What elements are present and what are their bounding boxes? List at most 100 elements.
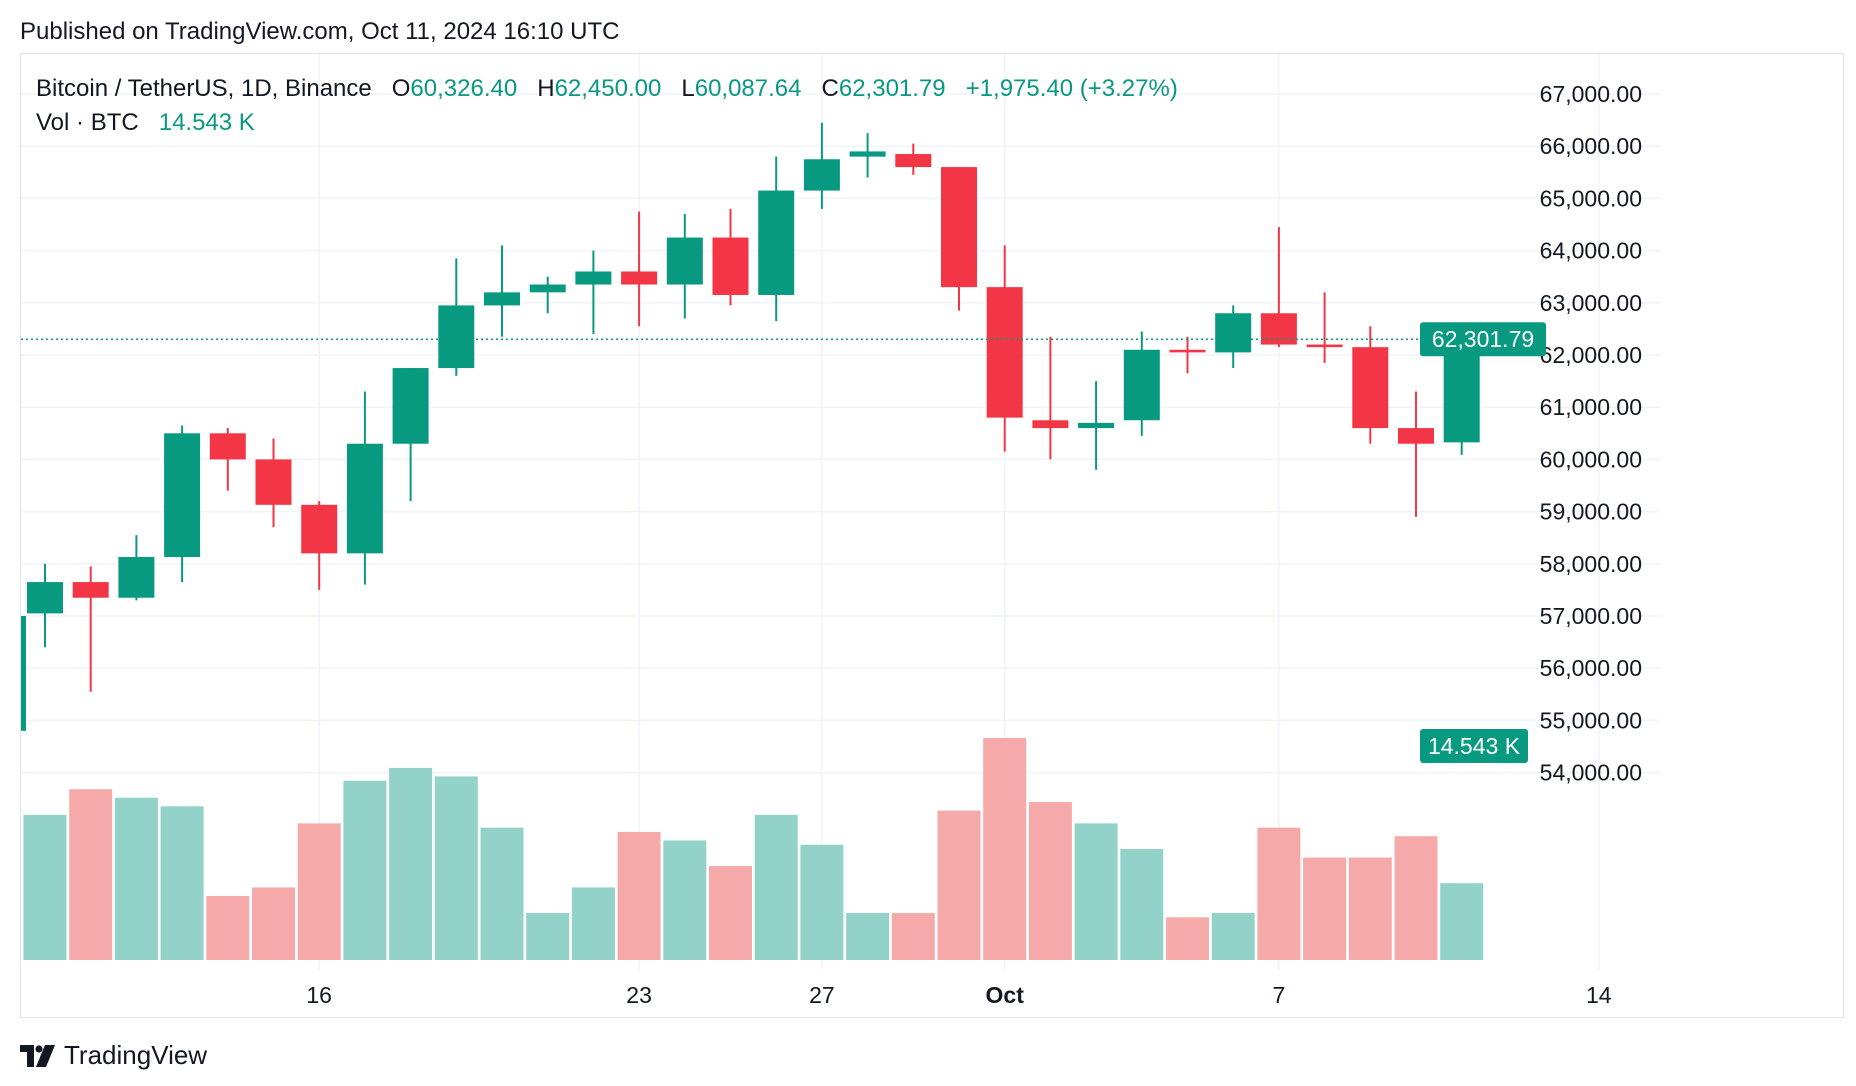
candle-body	[529, 284, 566, 293]
volume-bar	[252, 887, 295, 960]
candle-body	[301, 504, 338, 554]
candle-body	[758, 190, 795, 295]
volume-bar	[663, 840, 707, 960]
price-tick-label: 55,000.00	[1540, 707, 1642, 733]
candlesticks	[21, 122, 1480, 731]
volume-bar	[571, 887, 615, 960]
candle-body	[803, 159, 840, 191]
time-tick-label: 7	[1273, 982, 1286, 1008]
open-value: 60,326.40	[410, 75, 518, 102]
price-tick-label: 64,000.00	[1540, 238, 1642, 264]
published-caption: Published on TradingView.com, Oct 11, 20…	[20, 18, 620, 45]
volume-tag-label: 14.543 K	[1428, 733, 1521, 759]
tradingview-wordmark: TradingView	[64, 1040, 208, 1070]
volume-bar	[846, 913, 890, 960]
price-axis[interactable]: 54,000.00 55,000.00 56,000.00 57,000.00 58,0…	[1420, 81, 1642, 786]
price-tick-label: 59,000.00	[1540, 499, 1642, 525]
candle-body	[1306, 344, 1343, 348]
grid-lines	[21, 54, 1660, 970]
close-value: 62,301.79	[838, 75, 946, 102]
volume-value: 14.543 K	[158, 109, 255, 136]
candle-body	[895, 154, 932, 168]
candle-body	[1398, 428, 1434, 444]
candle-body	[27, 582, 63, 614]
volume-bar	[526, 913, 570, 960]
volume-bar	[983, 738, 1027, 960]
candle-body	[346, 443, 383, 554]
volume-bar	[389, 767, 433, 960]
volume-bar	[1348, 857, 1392, 960]
candle-body	[712, 237, 749, 295]
price-tick-label: 62,000.00	[1540, 342, 1642, 368]
candle-body	[1215, 313, 1252, 353]
last-price-tag	[1420, 322, 1546, 357]
candle-body	[849, 151, 886, 157]
volume-bar	[69, 789, 113, 960]
volume-bar	[160, 806, 204, 960]
price-tick-label: 58,000.00	[1540, 551, 1642, 577]
candle-body	[392, 368, 429, 444]
volume-bar	[1166, 917, 1209, 960]
volume-bar	[343, 780, 387, 960]
open-label: O	[391, 75, 411, 102]
candle-body	[255, 459, 292, 505]
volume-bar	[23, 814, 67, 960]
symbol-title[interactable]: Bitcoin / TetherUS, 1D, Binance	[36, 75, 372, 102]
candle-body	[209, 433, 246, 460]
volume-bar	[891, 913, 935, 960]
candle-body	[1169, 349, 1206, 353]
legend-ohlc-row: Bitcoin / TetherUS, 1D, Binance O60,326.…	[36, 72, 1178, 106]
volume-bar	[480, 827, 524, 960]
time-tick-label: 14	[1586, 982, 1612, 1008]
candle-body	[484, 292, 520, 306]
candle-body	[1078, 422, 1115, 429]
time-tick-label: 16	[306, 982, 332, 1008]
volume-bar	[1257, 827, 1301, 960]
price-tick-label: 60,000.00	[1540, 446, 1642, 472]
high-label: H	[537, 75, 555, 102]
symbol-legend: Bitcoin / TetherUS, 1D, Binance O60,326.…	[36, 72, 1178, 140]
volume-bar	[1394, 836, 1438, 960]
volume-bar	[1211, 913, 1255, 960]
price-chart[interactable]: 54,000.00 55,000.00 56,000.00 57,000.00 58,0…	[21, 54, 1843, 1017]
volume-bar	[114, 797, 158, 960]
candle-body	[438, 305, 475, 369]
volume-bar	[1074, 823, 1118, 960]
candle-body	[1032, 420, 1069, 429]
chart-frame[interactable]: 54,000.00 55,000.00 56,000.00 57,000.00 58,0…	[20, 53, 1844, 1018]
volume-bar	[1028, 802, 1072, 960]
candle-body	[118, 557, 155, 598]
candle-body	[621, 271, 658, 285]
candle-body	[164, 433, 201, 558]
volume-bar	[1303, 857, 1347, 960]
tradingview-brand[interactable]: TradingView	[20, 1040, 207, 1071]
candle-body	[1443, 339, 1480, 443]
volume-bar	[800, 844, 844, 960]
candle-body	[72, 582, 109, 598]
volume-bar	[434, 776, 478, 960]
candle-body	[1123, 349, 1160, 421]
volume-label[interactable]: Vol · BTC	[36, 109, 139, 136]
low-value: 60,087.64	[694, 75, 802, 102]
price-tick-label: 54,000.00	[1540, 760, 1642, 786]
low-label: L	[681, 75, 695, 102]
candle-body	[575, 271, 612, 285]
volume-bar	[937, 810, 981, 960]
volume-bar	[206, 895, 250, 960]
price-tick-label: 57,000.00	[1540, 603, 1642, 629]
candle-body-partial	[21, 616, 26, 731]
price-tick-label: 65,000.00	[1540, 185, 1642, 211]
volume-bar	[709, 866, 752, 960]
volume-bar	[297, 823, 341, 960]
high-value: 62,450.00	[554, 75, 662, 102]
price-tick-label: 61,000.00	[1540, 394, 1642, 420]
last-price-tag-label: 62,301.79	[1432, 326, 1534, 352]
time-axis[interactable]: 16 23 27 Oct 7 14	[306, 982, 1611, 1008]
volume-bar	[1440, 883, 1484, 960]
candle-body	[986, 287, 1023, 418]
legend-volume-row: Vol · BTC 14.543 K	[36, 106, 1178, 140]
volume-bar	[1120, 849, 1164, 960]
time-tick-label: Oct	[986, 982, 1025, 1008]
time-tick-label: 23	[626, 982, 652, 1008]
volume-tag	[1420, 729, 1528, 763]
